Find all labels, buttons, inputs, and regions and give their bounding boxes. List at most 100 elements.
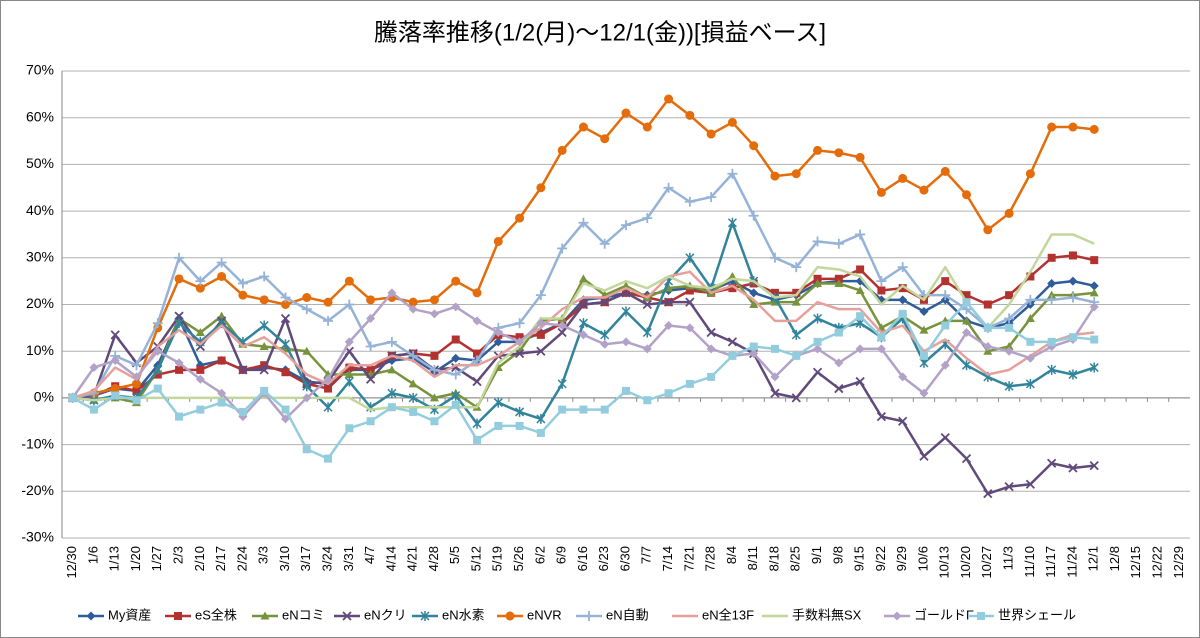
marker [302,381,312,392]
marker [153,384,162,393]
x-tick-label: 10/13 [937,546,952,579]
marker [962,328,972,338]
marker [260,361,269,370]
marker [557,327,567,338]
x-tick-label: 10/6 [915,546,930,571]
marker [196,365,205,374]
marker [259,271,270,282]
marker [919,451,929,461]
legend-label: 世界シェール [998,607,1076,622]
marker [834,358,844,368]
marker [152,318,163,329]
x-tick-label: 9/15 [852,546,867,571]
marker [892,611,902,621]
marker [813,337,822,346]
y-tick-label: 40% [26,202,54,218]
marker [280,414,290,424]
marker [536,318,546,328]
marker [451,390,461,401]
marker [813,278,823,287]
marker [111,391,120,400]
y-tick-label: 20% [26,295,54,311]
marker [664,94,674,104]
x-tick-label: 7/28 [703,546,718,571]
marker [876,276,887,287]
marker [1089,281,1099,291]
x-tick-label: 6/9 [554,546,569,564]
marker [962,190,972,200]
marker [323,315,334,326]
marker [345,424,354,433]
legend-label: eNVR [527,607,562,622]
x-tick-label: 6/30 [617,546,632,571]
marker [536,183,546,193]
marker [876,411,887,422]
marker [792,351,801,360]
marker [877,286,886,295]
marker [131,372,141,382]
marker [898,416,908,426]
marker [1089,460,1099,471]
marker [131,379,141,389]
marker [323,297,333,307]
marker [983,323,992,332]
marker [1068,369,1078,380]
marker [961,453,972,464]
marker [302,445,311,454]
marker [535,290,546,301]
x-tick-label: 6/23 [596,546,611,571]
marker [727,117,737,127]
marker [175,365,184,374]
marker [833,238,844,249]
marker [451,276,461,286]
marker [344,299,355,310]
marker [792,288,801,297]
marker [1025,378,1035,389]
marker [1046,294,1057,305]
marker [195,276,206,287]
marker [621,306,631,317]
marker [217,398,226,407]
marker [877,333,886,342]
marker [420,611,430,621]
marker [174,274,184,284]
marker [600,297,610,307]
marker [578,318,588,329]
marker [1089,362,1099,373]
x-tick-label: 3/17 [298,546,313,571]
marker [642,213,653,224]
marker [1005,291,1014,300]
x-tick-label: 3/3 [256,546,271,564]
marker [323,374,333,384]
marker [770,171,780,181]
marker [621,220,631,231]
marker [493,236,503,246]
marker [1004,313,1015,324]
x-tick-label: 11/24 [1064,546,1079,578]
marker [642,299,652,310]
marker [749,141,759,151]
x-tick-label: 2/3 [170,546,185,564]
marker [536,330,545,339]
marker [408,379,418,388]
marker [259,295,269,305]
marker [919,185,929,195]
marker [174,318,184,329]
marker [962,316,972,325]
marker [856,312,865,321]
legend-label: 手数料無SX [792,607,862,622]
marker [238,407,247,416]
marker [536,346,546,356]
marker [1068,122,1078,132]
marker [685,297,695,307]
marker [195,283,205,293]
series-line [72,233,1095,411]
marker [323,402,333,413]
marker [472,418,482,429]
marker [728,284,737,293]
marker [727,217,737,228]
y-tick-label: 0% [34,389,54,405]
marker [1025,314,1035,323]
marker [429,295,439,305]
marker [238,290,248,300]
